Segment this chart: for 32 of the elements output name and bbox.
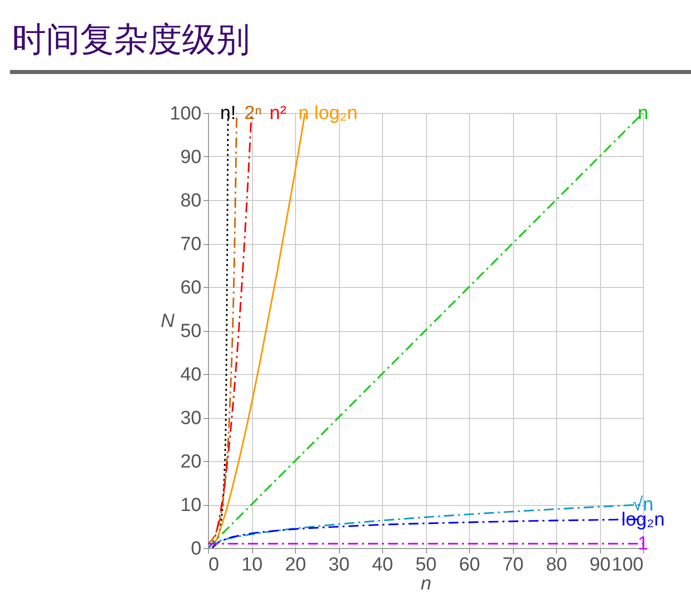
y-tick-label: 90 — [180, 147, 202, 168]
x-tick-label: 20 — [284, 554, 306, 576]
x-tick-label: 70 — [502, 554, 524, 576]
y-tick-label: 10 — [180, 495, 202, 516]
x-tick-label: 60 — [458, 554, 480, 576]
chart-title: 时间复杂度级别 — [12, 19, 251, 62]
x-tick-label: 80 — [546, 554, 568, 576]
series-label: 1 — [638, 534, 648, 555]
y-tick-label: 100 — [170, 104, 202, 124]
series-label: n log₂n — [298, 103, 358, 124]
y-tick-label: 60 — [180, 278, 202, 298]
x-tick-label: 50 — [415, 554, 437, 576]
y-axis-title: N — [160, 311, 175, 332]
x-axis-title: n — [420, 574, 432, 594]
y-tick-label: 50 — [180, 321, 202, 342]
x-tick-label: 40 — [372, 554, 394, 576]
y-tick-label: 30 — [180, 408, 202, 429]
series-label: n! — [220, 103, 236, 124]
x-tick-label: 100 — [612, 554, 644, 576]
y-tick-label: 40 — [180, 364, 202, 386]
series-label: n — [638, 103, 648, 124]
y-tick-label: 0 — [190, 538, 202, 560]
y-tick-label: 70 — [180, 234, 202, 255]
x-tick-label: 30 — [328, 554, 350, 576]
series-label: √n — [632, 494, 654, 516]
x-tick-label: 0 — [208, 554, 220, 576]
x-tick-label: 90 — [589, 554, 611, 576]
y-tick-label: 20 — [180, 452, 202, 472]
series-label: 2ⁿ — [244, 103, 262, 124]
series-label: n² — [270, 103, 286, 124]
y-tick-label: 80 — [180, 190, 202, 212]
x-tick-label: 10 — [241, 554, 263, 576]
